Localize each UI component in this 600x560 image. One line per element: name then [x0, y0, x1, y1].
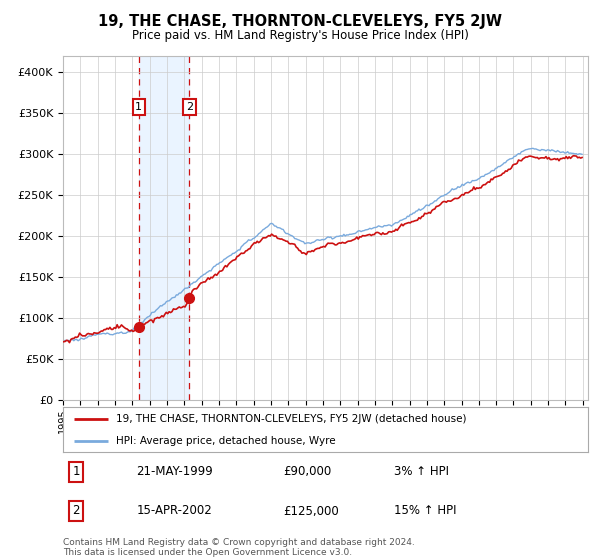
Text: Contains HM Land Registry data © Crown copyright and database right 2024.
This d: Contains HM Land Registry data © Crown c…: [63, 538, 415, 557]
Text: 2: 2: [186, 102, 193, 112]
Text: 3% ↑ HPI: 3% ↑ HPI: [394, 465, 449, 478]
Text: HPI: Average price, detached house, Wyre: HPI: Average price, detached house, Wyre: [115, 436, 335, 446]
Text: 21-MAY-1999: 21-MAY-1999: [137, 465, 213, 478]
Text: Price paid vs. HM Land Registry's House Price Index (HPI): Price paid vs. HM Land Registry's House …: [131, 29, 469, 42]
Text: 19, THE CHASE, THORNTON-CLEVELEYS, FY5 2JW: 19, THE CHASE, THORNTON-CLEVELEYS, FY5 2…: [98, 14, 502, 29]
Text: 2: 2: [73, 505, 80, 517]
Text: 19, THE CHASE, THORNTON-CLEVELEYS, FY5 2JW (detached house): 19, THE CHASE, THORNTON-CLEVELEYS, FY5 2…: [115, 414, 466, 424]
Text: £125,000: £125,000: [284, 505, 339, 517]
Text: £90,000: £90,000: [284, 465, 332, 478]
Text: 15-APR-2002: 15-APR-2002: [137, 505, 212, 517]
Text: 1: 1: [136, 102, 142, 112]
Text: 15% ↑ HPI: 15% ↑ HPI: [394, 505, 456, 517]
Bar: [139, 56, 190, 400]
Text: 1: 1: [73, 465, 80, 478]
